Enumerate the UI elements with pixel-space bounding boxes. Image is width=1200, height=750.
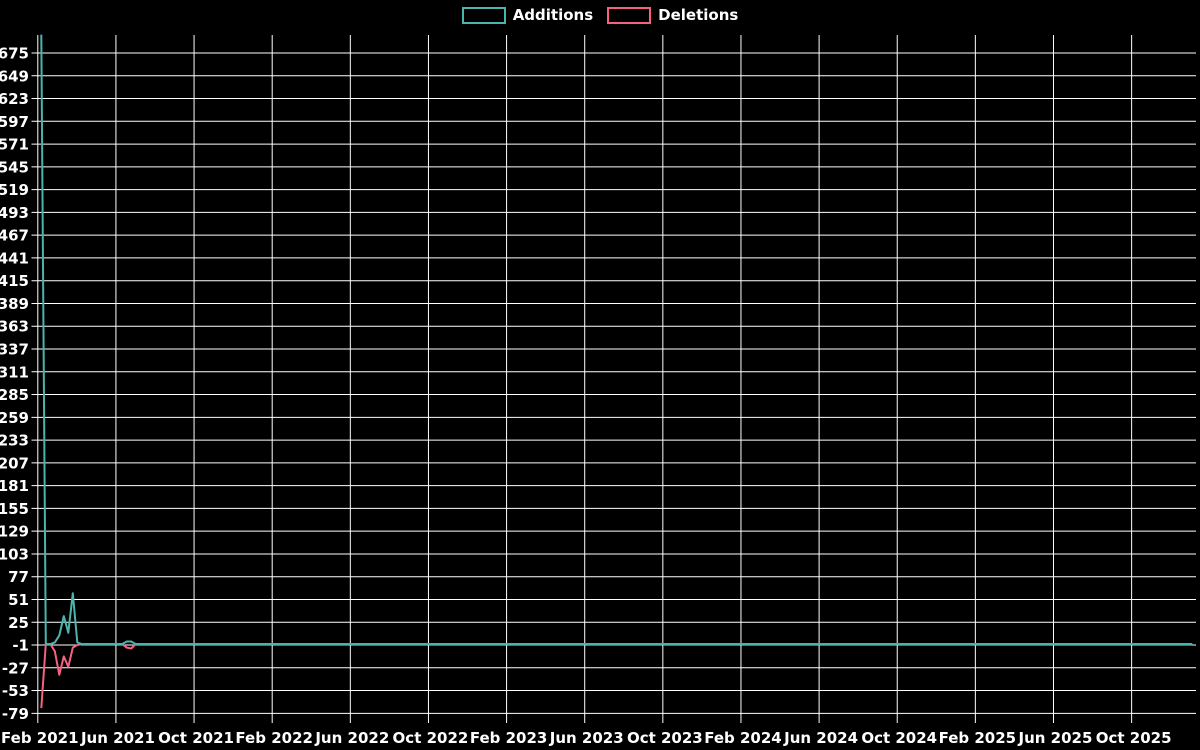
x-tick-label: Jun 2023 [549,729,624,747]
x-tick-label: Jun 2022 [314,729,389,747]
additions-line [40,34,1193,646]
y-tick-label: 649 [0,67,29,85]
x-tick-label: Oct 2022 [393,729,469,747]
x-tick-label: Oct 2025 [1096,729,1172,747]
y-tick-label: 415 [0,272,29,290]
x-tick-label: Feb 2021 [1,729,79,747]
y-tick-label: 389 [0,295,29,313]
x-tick-label: Jun 2021 [80,729,155,747]
y-tick-label: 493 [0,204,29,222]
y-tick-label: 597 [0,113,29,131]
y-tick-label: 363 [0,318,29,336]
y-tick-label: 571 [0,136,29,154]
y-tick-label: 467 [0,227,29,245]
y-tick-label: 311 [0,363,29,381]
y-tick-label: 25 [8,614,29,632]
y-tick-label: 623 [0,90,29,108]
legend-item-deletions[interactable]: Deletions [607,6,738,25]
x-tick-label: Jun 2025 [1018,729,1093,747]
x-tick-label: Oct 2023 [627,729,703,747]
y-tick-label: 181 [0,477,29,495]
y-tick-label: 233 [0,432,29,450]
x-tick-label: Feb 2024 [704,729,782,747]
y-tick-label: 675 [0,45,29,63]
y-tick-label: 77 [8,568,29,586]
legend-label-additions: Additions [512,6,594,24]
deletions-swatch [607,7,652,24]
x-tick-label: Feb 2025 [939,729,1017,747]
y-tick-label: 285 [0,386,29,404]
y-tick-label: 155 [0,500,29,518]
x-tick-label: Feb 2023 [470,729,548,747]
legend-label-deletions: Deletions [658,6,739,24]
chart-legend: Additions Deletions [0,6,1200,25]
y-tick-label: 519 [0,181,29,199]
legend-item-additions[interactable]: Additions [461,6,594,25]
deletions-line [40,643,1193,709]
y-tick-label: -27 [2,659,29,677]
y-tick-label: -53 [2,682,29,700]
y-tick-label: 259 [0,409,29,427]
y-tick-label: 129 [0,523,29,541]
y-tick-label: 441 [0,249,29,267]
x-tick-label: Oct 2021 [158,729,234,747]
additions-swatch [461,7,506,24]
y-tick-label: 51 [8,591,29,609]
y-tick-label: 337 [0,341,29,359]
y-tick-label: 207 [0,454,29,472]
x-tick-label: Jun 2024 [783,729,858,747]
y-tick-label: -1 [12,637,29,655]
x-tick-label: Oct 2024 [861,729,937,747]
y-tick-label: 545 [0,158,29,176]
x-tick-label: Feb 2022 [235,729,313,747]
y-tick-label: 103 [0,545,29,563]
y-tick-label: -79 [2,705,29,723]
